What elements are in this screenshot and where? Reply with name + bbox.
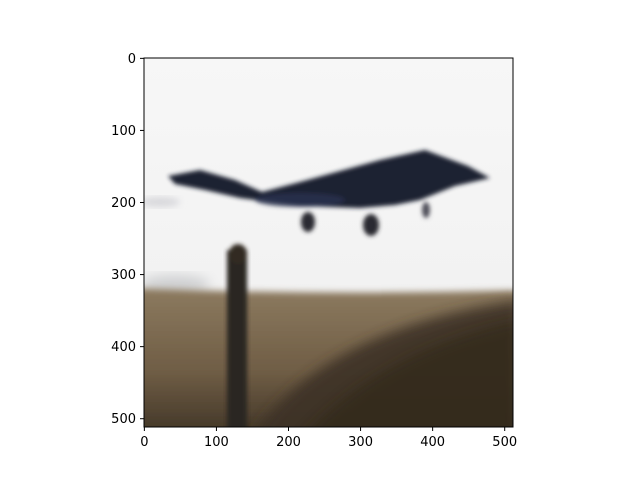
landing-gear-nose bbox=[422, 202, 430, 218]
x-tick-label: 500 bbox=[492, 435, 517, 450]
landing-gear-right bbox=[363, 214, 379, 236]
y-tick-label: 400 bbox=[111, 340, 136, 355]
axes-frame bbox=[143, 57, 514, 428]
y-tick-label: 300 bbox=[111, 268, 136, 283]
hangar-shadow bbox=[312, 321, 513, 427]
y-tick-label: 500 bbox=[111, 412, 136, 427]
y-axis: 0 100 200 300 400 500 bbox=[111, 52, 144, 427]
photo bbox=[144, 58, 513, 427]
exhaust-trail bbox=[144, 197, 180, 207]
x-tick-label: 200 bbox=[276, 435, 301, 450]
y-tick-label: 200 bbox=[111, 196, 136, 211]
landing-gear-left bbox=[301, 212, 315, 232]
aircraft-fuselage bbox=[255, 193, 345, 207]
y-tick-label: 100 bbox=[111, 124, 136, 139]
aircraft-body bbox=[168, 150, 490, 208]
y-tick-label: 0 bbox=[128, 52, 136, 67]
x-tick-label: 400 bbox=[420, 435, 445, 450]
x-tick-label: 300 bbox=[348, 435, 373, 450]
aircraft bbox=[168, 150, 490, 236]
x-tick-label: 0 bbox=[140, 435, 148, 450]
x-axis: 0 100 200 300 400 500 bbox=[140, 427, 517, 450]
x-tick-label: 100 bbox=[204, 435, 229, 450]
pole bbox=[227, 244, 247, 427]
